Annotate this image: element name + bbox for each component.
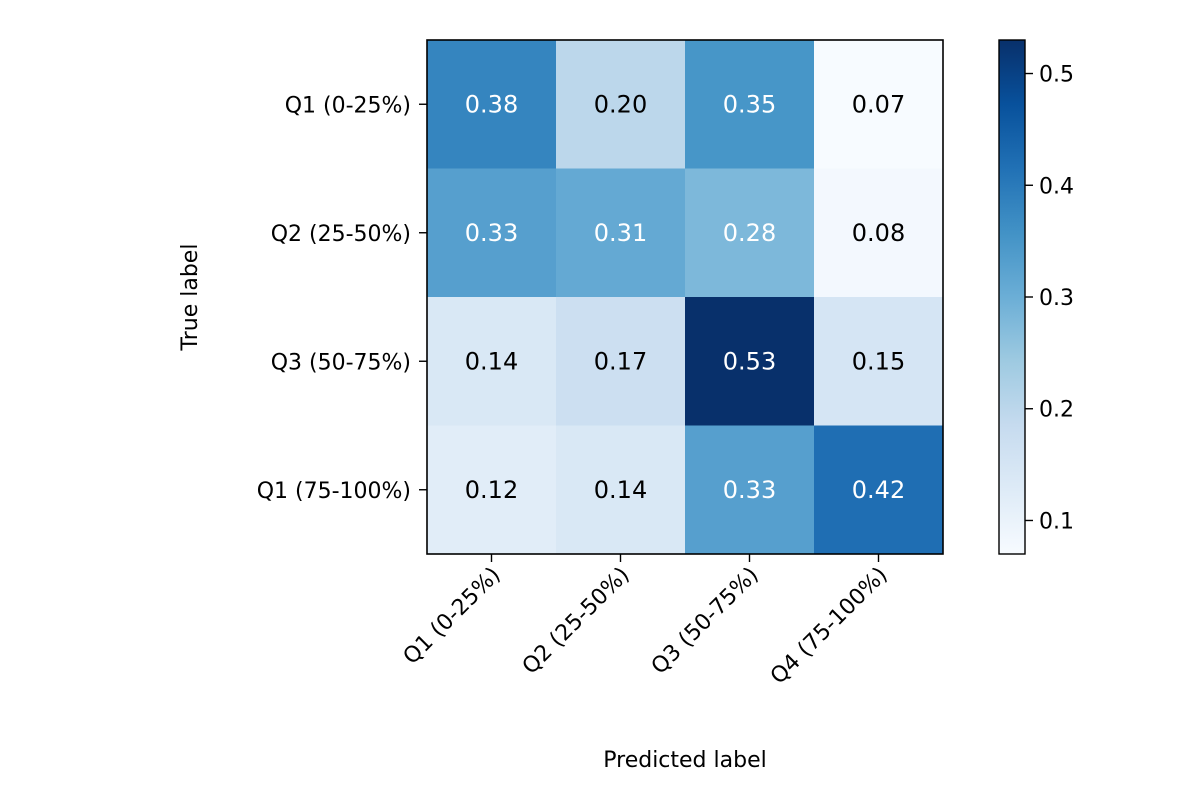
cell-value-label: 0.14 [594,476,647,504]
heatmap-cell [814,425,944,555]
heatmap-cell [556,297,686,426]
cell-value-label: 0.12 [465,476,518,504]
cell-value-label: 0.42 [852,476,905,504]
x-tick-label: Q1 (0-25%) [399,563,506,670]
heatmap-cell [427,425,557,555]
cell-value-label: 0.08 [852,219,905,247]
heatmap-cell [556,168,686,298]
heatmap-cell [685,297,815,426]
cell-value-label: 0.33 [723,476,776,504]
colorbar-tick-label: 0.5 [1039,63,1074,88]
colorbar [998,39,1026,555]
heatmap-cell [685,168,815,298]
colorbar-tick-label: 0.2 [1039,398,1074,423]
heatmap-cell [556,40,686,169]
cell-value-label: 0.53 [723,347,776,375]
heatmap-cell [685,425,815,555]
heatmap-cell [685,40,815,169]
cell-value-label: 0.35 [723,90,776,118]
y-axis-label: True label [178,244,203,352]
cell-value-label: 0.33 [465,219,518,247]
heatmap-cell [427,168,557,298]
colorbar-tick-label: 0.3 [1039,286,1074,311]
cell-value-label: 0.31 [594,219,647,247]
x-tick-label: Q2 (25-50%) [518,563,635,680]
heatmap-cell [814,40,944,169]
x-axis-ticks: Q1 (0-25%) Q2 (25-50%) Q3 (50-75%) Q4 (75-1… [399,554,893,689]
heatmap-cell [556,425,686,555]
cell-value-label: 0.15 [852,347,905,375]
cell-value-label: 0.38 [465,90,518,118]
cell-value-label: 0.20 [594,90,647,118]
plot-frame [426,39,944,555]
heatmap-cell [427,297,557,426]
y-tick-label: Q1 (75-100%) [257,479,411,504]
cell-value-label: 0.07 [852,90,905,118]
heatmap-cell [814,297,944,426]
heatmap-cell [814,168,944,298]
y-tick-label: Q3 (50-75%) [271,350,411,375]
y-tick-label: Q2 (25-50%) [271,222,411,247]
cell-value-label: 0.28 [723,219,776,247]
colorbar-tick-label: 0.1 [1039,509,1074,534]
x-axis-label: Predicted label [603,748,766,773]
cell-value-label: 0.17 [594,347,647,375]
y-tick-label: Q1 (0-25%) [285,93,411,118]
x-tick-label: Q4 (75-100%) [766,563,893,690]
x-tick-label: Q3 (50-75%) [647,563,764,680]
colorbar-ticks: 0.1 0.2 0.3 0.4 0.5 [1025,63,1074,534]
colorbar-tick-label: 0.4 [1039,174,1074,199]
cell-value-label: 0.14 [465,347,518,375]
heatmap-cells: 0.38 0.20 0.35 0.07 0.33 0.31 0.28 0.08 0.14 0.17… [427,40,944,555]
y-axis-ticks: Q1 (0-25%) Q2 (25-50%) Q3 (50-75%) Q1 (75-1… [257,93,427,504]
heatmap-cell [427,40,557,169]
